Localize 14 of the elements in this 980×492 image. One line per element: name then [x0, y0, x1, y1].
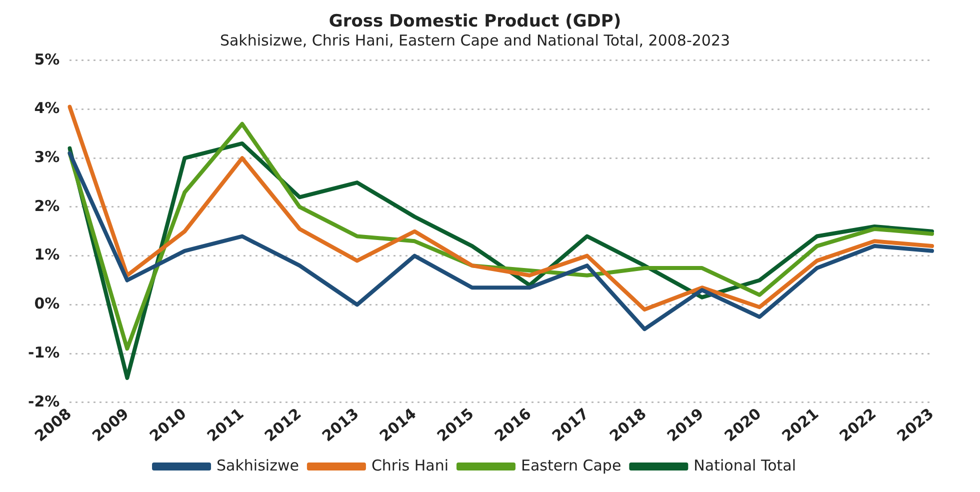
- y-tick-label: 4%: [34, 99, 60, 118]
- y-tick-label: -2%: [28, 392, 60, 410]
- chart-title: Gross Domestic Product (GDP): [328, 12, 622, 32]
- y-tick-label: 2%: [34, 196, 60, 215]
- y-tick-label: 0%: [34, 294, 60, 313]
- y-tick-label: 3%: [34, 148, 60, 166]
- legend-label: Eastern Cape: [520, 456, 622, 474]
- chart-subtitle: Sakhisizwe, Chris Hani, Eastern Cape and National Total, 2008-2023: [220, 31, 730, 50]
- legend-label: Sakhisizwe: [216, 456, 299, 474]
- y-tick-label: 1%: [34, 246, 60, 264]
- legend-label: National Total: [694, 456, 796, 474]
- y-tick-label: 5%: [34, 50, 60, 68]
- legend-label: Chris Hani: [371, 456, 448, 474]
- y-tick-label: -1%: [28, 343, 60, 362]
